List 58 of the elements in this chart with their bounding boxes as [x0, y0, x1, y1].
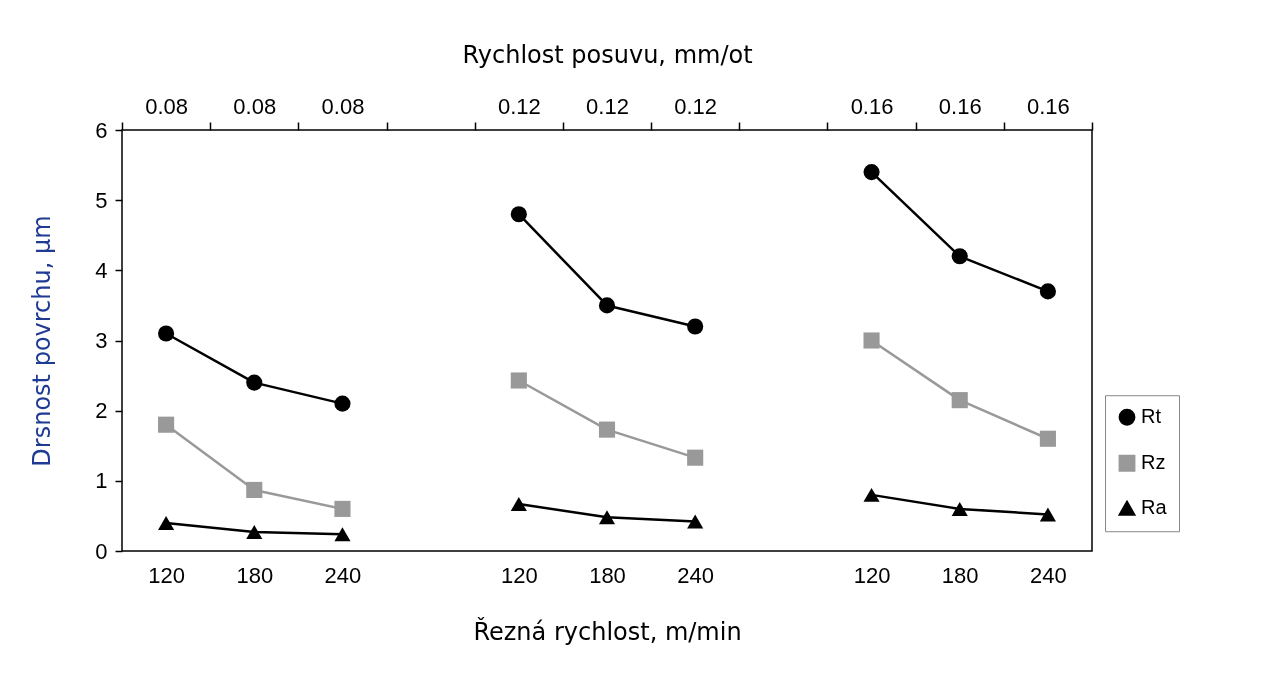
point	[246, 525, 263, 540]
x-tick-label: 240	[324, 562, 362, 588]
point	[863, 332, 880, 349]
text: 0.16	[1027, 93, 1070, 119]
legend-label: Rt	[1141, 405, 1162, 428]
y-tick-label: 5	[95, 187, 108, 213]
y-tick-label: 6	[95, 117, 108, 143]
point	[687, 449, 704, 466]
point	[334, 395, 351, 412]
text: 0.08	[233, 93, 277, 119]
x-tick-label: 240	[677, 562, 715, 588]
x-tick-label: 180	[589, 562, 626, 588]
x-tick-label: 240	[1030, 562, 1067, 588]
point	[510, 497, 527, 511]
x-tick-label: 180	[236, 562, 274, 588]
point	[951, 392, 968, 409]
y-tick-label: 4	[95, 257, 108, 283]
text: 0.16	[938, 93, 982, 119]
point	[510, 206, 527, 223]
text: 0.16	[850, 93, 894, 119]
y-tick-label: 3	[95, 328, 108, 353]
point	[863, 487, 880, 502]
point	[951, 248, 968, 265]
point	[1039, 283, 1056, 300]
y-tick-label: 1	[95, 468, 108, 494]
point	[246, 374, 263, 391]
text: 0.12	[586, 93, 629, 119]
point	[158, 416, 175, 433]
text: 0.08	[321, 93, 365, 119]
x-tick-label: 120	[853, 562, 891, 588]
x-tick-label: 120	[148, 562, 185, 588]
point	[598, 421, 616, 438]
x-tick-label: 180	[941, 562, 979, 588]
point	[598, 510, 616, 525]
point	[1039, 507, 1056, 522]
y-axis-title: Drsnost povrchu, μm	[28, 215, 57, 467]
point	[863, 164, 880, 181]
y-tick-label: 0	[95, 538, 108, 564]
text: 0.12	[674, 93, 718, 119]
point	[158, 325, 175, 342]
text: 0.08	[145, 93, 188, 119]
x-axis-title: Řezná rychlost, m/min	[473, 616, 742, 646]
y-tick-label: 2	[95, 398, 108, 424]
legend-label: Ra	[1141, 496, 1168, 519]
point	[687, 318, 704, 335]
legend-label: Rz	[1141, 451, 1166, 474]
point	[510, 372, 527, 389]
point	[1039, 430, 1056, 447]
point	[951, 501, 968, 516]
point	[334, 527, 351, 542]
text: 0.12	[497, 93, 541, 119]
x-tick-label: 120	[500, 562, 538, 588]
point	[334, 500, 351, 517]
point	[246, 481, 263, 499]
point	[598, 297, 616, 314]
x2-axis-title: Rychlost posuvu, mm/ot	[462, 40, 753, 69]
point	[158, 515, 175, 530]
point	[687, 514, 704, 529]
